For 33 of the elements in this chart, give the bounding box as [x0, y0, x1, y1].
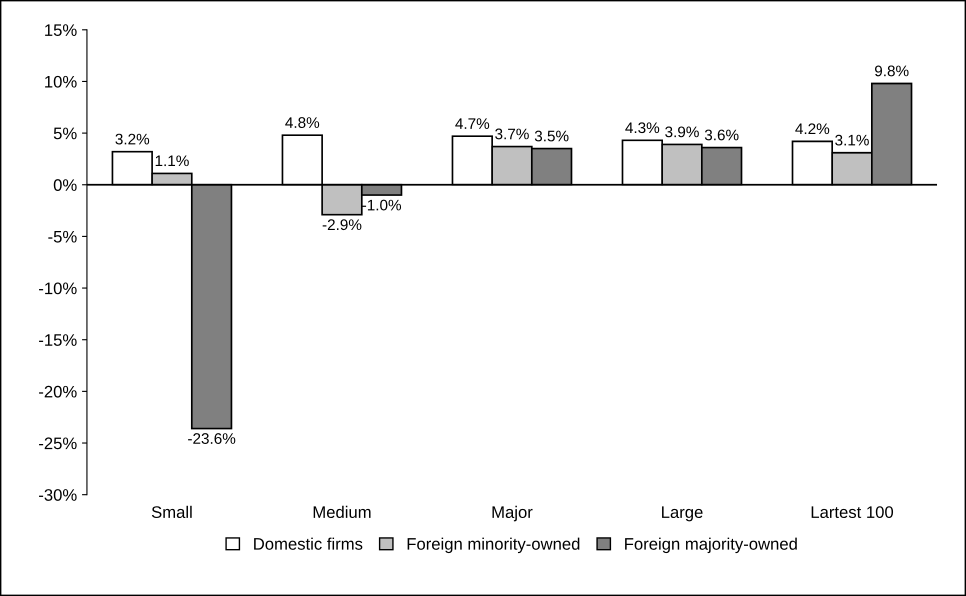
y-tick-label: 10%	[45, 76, 77, 88]
x-tick-label: Major	[492, 506, 533, 522]
y-tick-label: 5%	[54, 128, 77, 140]
x-tick-label: Small	[152, 506, 192, 518]
legend-label: Foreign minority-owned	[408, 538, 580, 554]
data-label: 3.9%	[665, 126, 699, 138]
data-label: 3.5%	[534, 130, 569, 142]
data-label: 9.8%	[874, 66, 909, 76]
y-tick-label: -30%	[39, 489, 77, 501]
data-label: 4.7%	[455, 118, 490, 129]
y-tick-label: 15%	[45, 24, 77, 36]
y-tick-label: -20%	[39, 386, 77, 398]
legend-label: Foreign majority-owned	[625, 538, 797, 554]
y-tick-label: -5%	[48, 230, 77, 243]
legend-label: Domestic firms	[254, 538, 362, 550]
x-tick-label: Medium	[314, 506, 371, 518]
data-label: 4.3%	[625, 122, 660, 134]
data-label: 4.2%	[795, 123, 830, 134]
y-tick-label: -25%	[39, 437, 77, 450]
x-tick-label: Lartest 100	[812, 506, 894, 518]
data-label: 1.1%	[156, 155, 189, 166]
data-label: 3.2%	[115, 134, 150, 145]
y-tick-label: 0%	[54, 179, 77, 191]
data-label: 3.7%	[495, 128, 529, 140]
x-tick-label: Large	[662, 506, 703, 522]
data-label: -2.9%	[322, 219, 362, 230]
data-label: 3.6%	[704, 130, 739, 140]
data-label: 3.1%	[835, 134, 869, 146]
y-tick-label: -15%	[39, 334, 77, 346]
data-label: 4.8%	[285, 117, 320, 128]
data-label: -23.6%	[188, 433, 236, 444]
data-label: -1.0%	[362, 200, 402, 210]
y-tick-label: -10%	[39, 282, 77, 294]
